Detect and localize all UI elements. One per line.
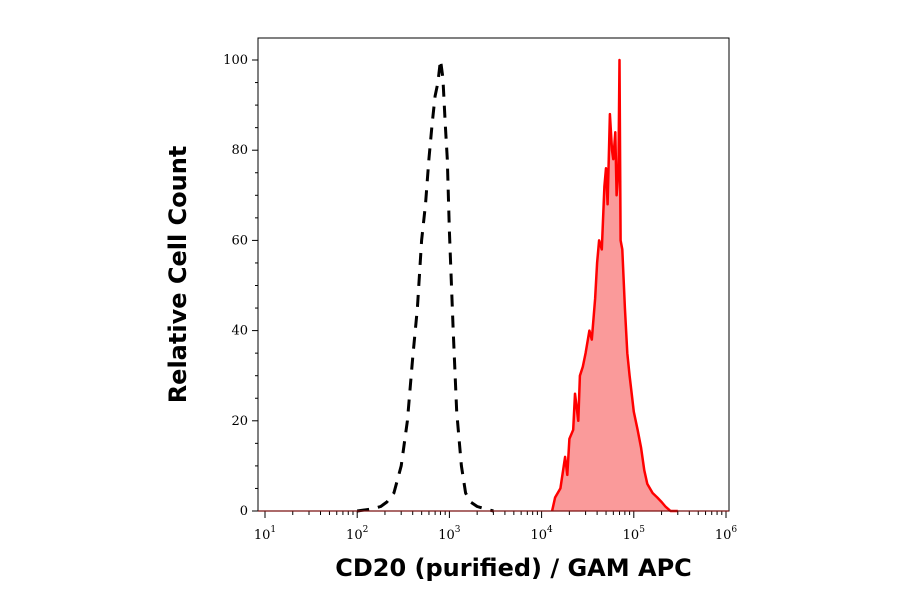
y-tick-label: 40 — [231, 324, 248, 339]
y-tick-label: 20 — [231, 414, 248, 429]
x-tick-label: 106 — [715, 525, 738, 543]
x-tick-label: 103 — [438, 525, 461, 543]
y-tick-label: 100 — [223, 53, 248, 68]
plot-frame — [257, 37, 730, 512]
line-layer — [356, 58, 678, 513]
x-axis-title: CD20 (purified) / GAM APC — [335, 554, 692, 582]
x-tick-label: 105 — [623, 525, 646, 543]
x-tick-label: 101 — [254, 525, 276, 543]
axes-layer — [252, 59, 729, 518]
y-tick-label: 80 — [231, 143, 248, 158]
y-axis-title: Relative Cell Count — [164, 146, 192, 404]
fill-layer — [552, 60, 678, 511]
tick-label-layer: 0 20 40 60 80 100 101 102 103 104 105 106 — [223, 53, 737, 543]
x-tick-label: 104 — [530, 525, 553, 543]
control-histogram-line — [356, 58, 494, 513]
y-tick-label: 60 — [231, 233, 248, 248]
x-tick-label: 102 — [346, 525, 368, 543]
y-tick-label: 0 — [240, 504, 248, 519]
stained-histogram-fill — [552, 60, 678, 511]
stained-histogram-line — [550, 58, 678, 513]
